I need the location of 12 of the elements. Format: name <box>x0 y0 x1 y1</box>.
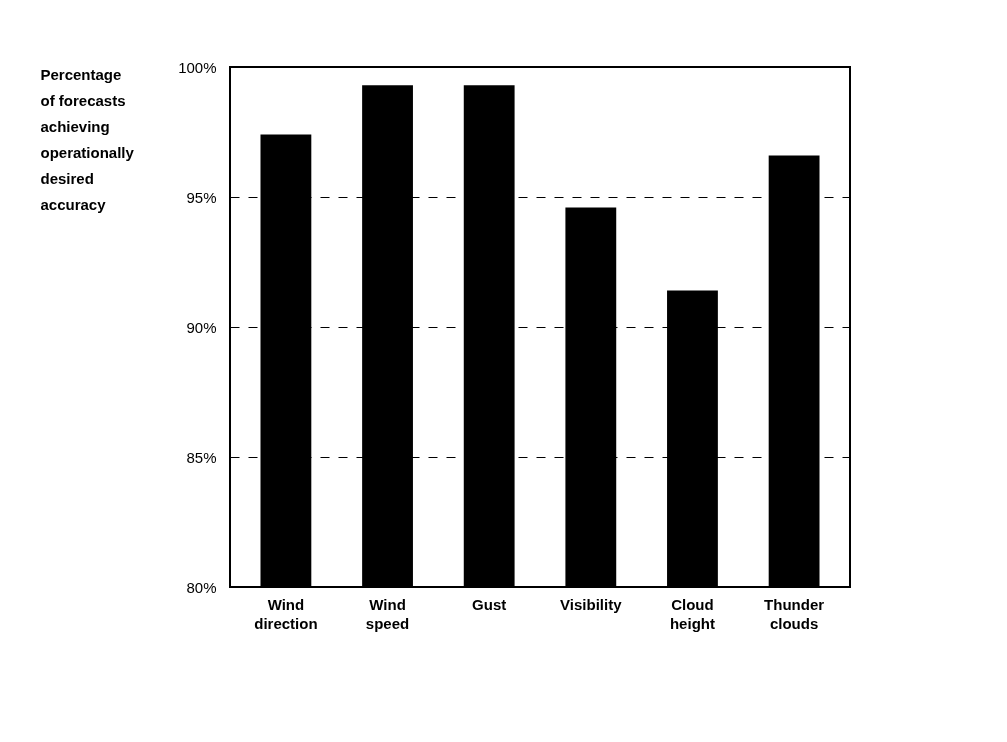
x-tick-label: Visibility <box>560 595 623 613</box>
x-tick-label: Wind direction <box>254 595 318 632</box>
y-tick-label: 95% <box>186 188 217 206</box>
y-tick-label: 85% <box>186 448 217 466</box>
y-tick-label: 90% <box>186 318 217 336</box>
y-axis-title: Percentage of forecasts achieving operationally desired accuracy <box>40 65 135 213</box>
y-tick-label: 80% <box>186 578 217 596</box>
y-tick-label: 100% <box>178 58 217 76</box>
x-tick-label: Thunder clouds <box>764 595 825 632</box>
x-tick-label: Cloud height <box>669 595 715 632</box>
x-tick-label: Gust <box>472 595 507 613</box>
x-tick-label: Wind speed <box>365 595 410 632</box>
